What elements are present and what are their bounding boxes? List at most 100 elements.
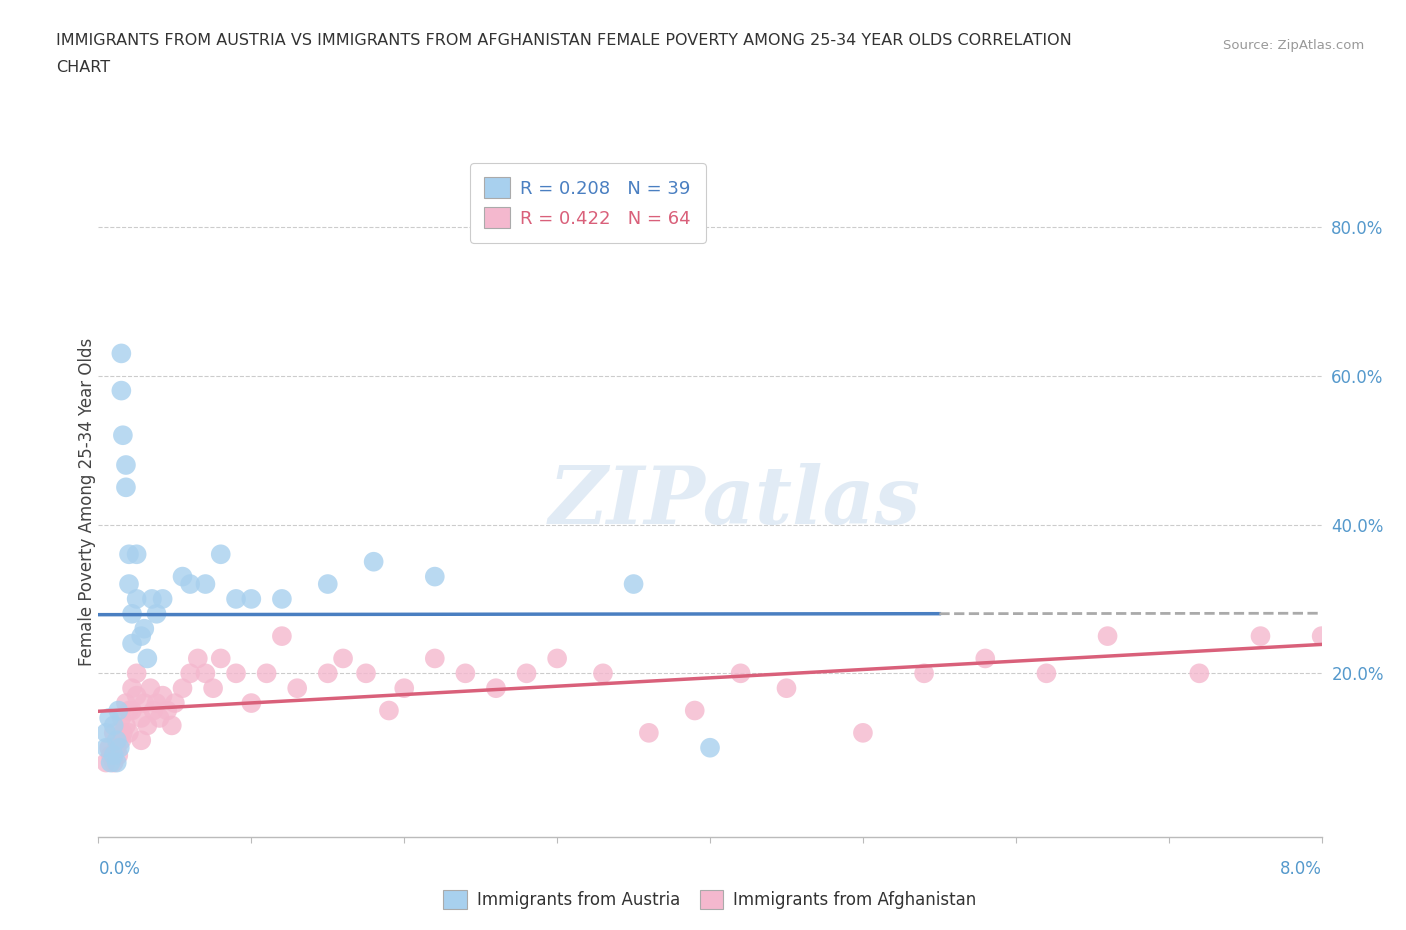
- Point: [1310, 629, 1333, 644]
- Point: [270, 629, 294, 644]
- Point: [118, 547, 141, 562]
- Point: [1188, 666, 1211, 681]
- Point: [194, 666, 217, 681]
- Point: [163, 696, 186, 711]
- Point: [107, 703, 129, 718]
- Point: [118, 725, 141, 740]
- Point: [179, 577, 201, 591]
- Point: [110, 733, 132, 748]
- Point: [699, 740, 721, 755]
- Point: [172, 569, 194, 584]
- Point: [142, 703, 165, 718]
- Point: [179, 666, 201, 681]
- Point: [256, 666, 278, 681]
- Point: [121, 703, 143, 718]
- Text: ZIPatlas: ZIPatlas: [548, 463, 921, 541]
- Point: [485, 681, 508, 696]
- Point: [118, 577, 141, 591]
- Point: [1035, 666, 1057, 681]
- Point: [100, 748, 122, 763]
- Point: [115, 718, 138, 733]
- Point: [392, 681, 416, 696]
- Point: [94, 725, 117, 740]
- Point: [240, 591, 263, 606]
- Point: [115, 696, 138, 711]
- Point: [134, 696, 156, 711]
- Text: IMMIGRANTS FROM AUSTRIA VS IMMIGRANTS FROM AFGHANISTAN FEMALE POVERTY AMONG 25-3: IMMIGRANTS FROM AUSTRIA VS IMMIGRANTS FR…: [56, 33, 1071, 47]
- Point: [149, 711, 172, 725]
- Point: [94, 740, 117, 755]
- Point: [209, 651, 232, 666]
- Point: [136, 651, 159, 666]
- Text: 8.0%: 8.0%: [1279, 860, 1322, 878]
- Point: [172, 681, 194, 696]
- Point: [115, 480, 138, 495]
- Point: [110, 383, 132, 398]
- Point: [129, 629, 152, 644]
- Point: [111, 725, 134, 740]
- Point: [125, 666, 148, 681]
- Point: [270, 591, 294, 606]
- Point: [110, 346, 132, 361]
- Point: [139, 681, 162, 696]
- Point: [98, 711, 121, 725]
- Point: [775, 681, 797, 696]
- Point: [129, 733, 152, 748]
- Point: [225, 666, 247, 681]
- Point: [912, 666, 935, 681]
- Point: [363, 554, 385, 569]
- Point: [378, 703, 401, 718]
- Point: [118, 703, 141, 718]
- Point: [125, 688, 148, 703]
- Point: [592, 666, 614, 681]
- Point: [209, 547, 232, 562]
- Point: [637, 725, 661, 740]
- Point: [730, 666, 752, 681]
- Point: [546, 651, 568, 666]
- Point: [152, 591, 174, 606]
- Point: [141, 591, 163, 606]
- Point: [225, 591, 247, 606]
- Point: [156, 703, 179, 718]
- Point: [354, 666, 377, 681]
- Point: [187, 651, 209, 666]
- Point: [98, 740, 121, 755]
- Point: [285, 681, 308, 696]
- Point: [423, 651, 446, 666]
- Point: [94, 755, 117, 770]
- Point: [111, 428, 134, 443]
- Point: [974, 651, 997, 666]
- Point: [103, 718, 125, 733]
- Point: [107, 748, 129, 763]
- Point: [103, 725, 125, 740]
- Point: [623, 577, 645, 591]
- Point: [121, 636, 143, 651]
- Point: [108, 740, 131, 755]
- Point: [103, 748, 125, 763]
- Point: [134, 621, 156, 636]
- Point: [332, 651, 354, 666]
- Point: [316, 666, 339, 681]
- Point: [125, 591, 148, 606]
- Point: [105, 755, 128, 770]
- Y-axis label: Female Poverty Among 25-34 Year Olds: Female Poverty Among 25-34 Year Olds: [79, 339, 96, 666]
- Point: [852, 725, 875, 740]
- Point: [121, 681, 143, 696]
- Point: [105, 733, 128, 748]
- Point: [1097, 629, 1119, 644]
- Text: CHART: CHART: [56, 60, 110, 75]
- Point: [516, 666, 538, 681]
- Text: 0.0%: 0.0%: [98, 860, 141, 878]
- Point: [145, 696, 167, 711]
- Point: [240, 696, 263, 711]
- Text: Source: ZipAtlas.com: Source: ZipAtlas.com: [1223, 39, 1364, 52]
- Point: [121, 606, 143, 621]
- Point: [202, 681, 225, 696]
- Point: [103, 755, 125, 770]
- Point: [129, 711, 152, 725]
- Legend: Immigrants from Austria, Immigrants from Afghanistan: Immigrants from Austria, Immigrants from…: [437, 884, 983, 916]
- Point: [115, 458, 138, 472]
- Point: [194, 577, 217, 591]
- Point: [454, 666, 477, 681]
- Point: [105, 740, 128, 755]
